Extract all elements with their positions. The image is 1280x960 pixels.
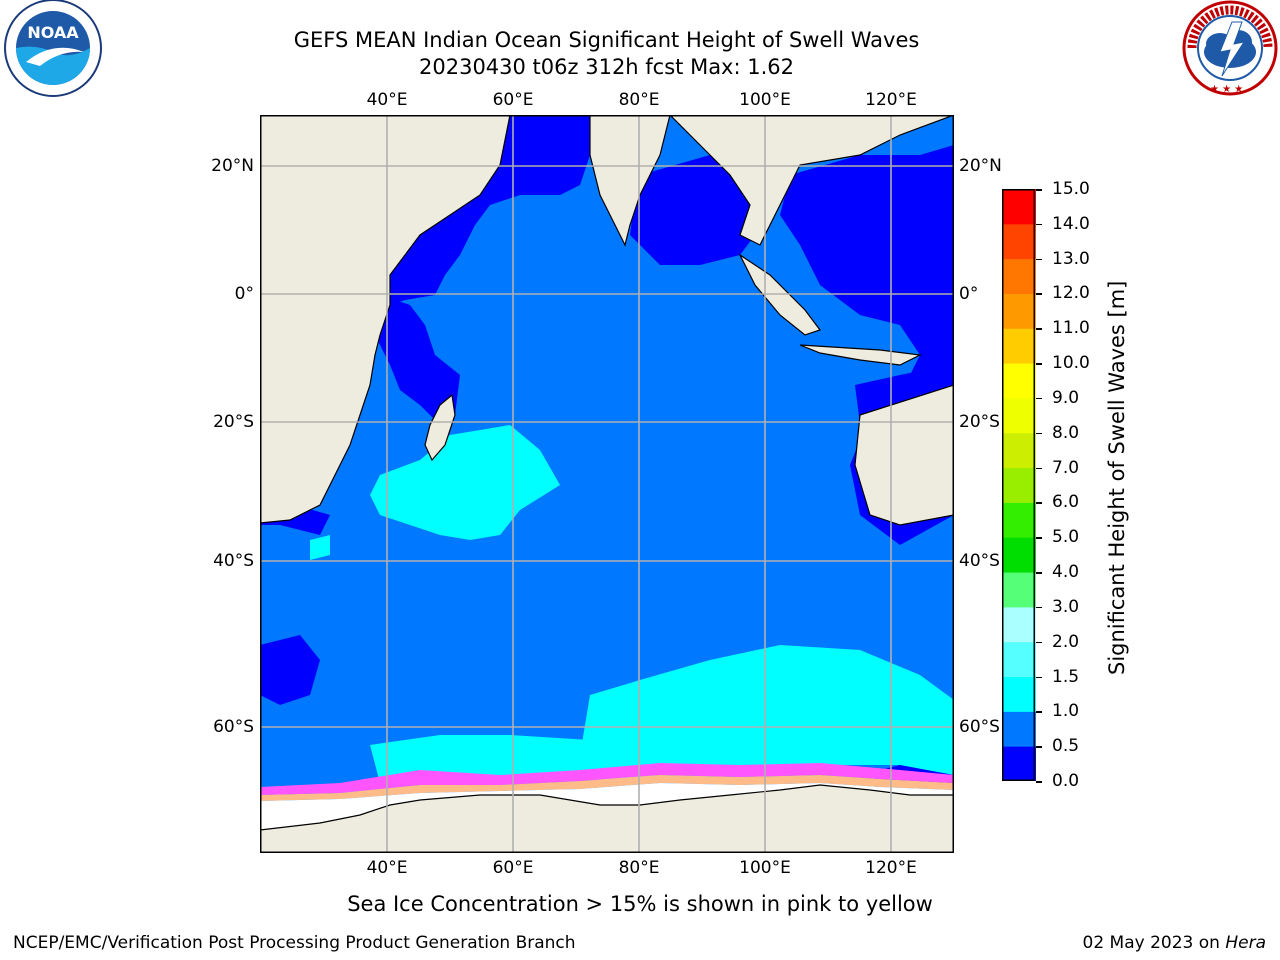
lat-tick-left: 20°N	[211, 156, 254, 176]
footer-date-text: 02 May 2023 on	[1082, 933, 1220, 953]
colorbar-band	[1002, 746, 1036, 781]
svg-text:★ ★ ★: ★ ★ ★	[1210, 84, 1243, 95]
colorbar-band	[1002, 467, 1036, 503]
colorbar-tick-label: 0.0	[1052, 771, 1080, 791]
colorbar-tick-label: 1.5	[1052, 666, 1080, 687]
colorbar-tick-mark	[1036, 781, 1042, 783]
colorbar-band	[1002, 537, 1036, 573]
colorbar-tick-label: 2.0	[1052, 631, 1080, 652]
colorbar-tick-label: 4.0	[1052, 562, 1080, 583]
colorbar-tick-mark	[1036, 223, 1042, 226]
swell-height-map	[260, 115, 954, 853]
lon-tick-top: 40°E	[366, 90, 408, 110]
colorbar-tick-mark	[1036, 293, 1042, 295]
colorbar-band	[1002, 293, 1036, 329]
lon-tick-top: 60°E	[492, 90, 534, 110]
lon-tick-top: 80°E	[618, 90, 660, 110]
colorbar	[1002, 189, 1036, 781]
lon-tick-bottom: 80°E	[618, 858, 660, 878]
colorbar-label: Significant Height of Swell Waves [m]	[1105, 280, 1129, 675]
footer-machine: Hera	[1225, 933, 1266, 953]
colorbar-tick-mark	[1036, 537, 1042, 539]
colorbar-tick-mark	[1036, 363, 1042, 365]
colorbar-tick-label: 14.0	[1052, 213, 1090, 234]
colorbar-tick-label: 0.5	[1052, 736, 1080, 757]
colorbar-band	[1002, 676, 1036, 712]
lon-tick-bottom: 120°E	[865, 858, 917, 878]
noaa-logo: NOAA	[4, 0, 102, 97]
colorbar-tick-label: 12.0	[1052, 283, 1090, 304]
colorbar-tick-label: 5.0	[1052, 527, 1080, 548]
colorbar-tick-mark	[1036, 641, 1042, 644]
colorbar-tick-label: 7.0	[1052, 457, 1080, 478]
lat-tick-right: 60°S	[959, 717, 1000, 737]
colorbar-tick-label: 8.0	[1052, 422, 1080, 443]
land-masses	[260, 115, 954, 853]
lat-tick-right: 20°N	[959, 156, 1002, 176]
colorbar-tick-mark	[1036, 606, 1042, 609]
colorbar-tick-mark	[1036, 711, 1042, 713]
colorbar-band	[1002, 572, 1036, 608]
colorbar-tick-mark	[1036, 467, 1042, 470]
colorbar-tick-mark	[1036, 502, 1042, 504]
colorbar-tick-mark	[1036, 572, 1042, 574]
colorbar-band	[1002, 258, 1036, 294]
colorbar-band	[1002, 223, 1036, 260]
colorbar-tick-mark	[1036, 328, 1042, 330]
footer-branch: NCEP/EMC/Verification Post Processing Pr…	[13, 933, 576, 953]
colorbar-band	[1002, 606, 1036, 643]
colorbar-tick-label: 10.0	[1052, 353, 1090, 374]
colorbar-band	[1002, 328, 1036, 364]
lon-tick-bottom: 40°E	[366, 858, 408, 878]
colorbar-tick-label: 15.0	[1052, 179, 1090, 199]
colorbar-tick-mark	[1036, 258, 1042, 261]
map-gridlines	[260, 115, 954, 853]
lat-tick-left: 20°S	[213, 412, 254, 432]
colorbar-tick-label: 6.0	[1052, 492, 1080, 513]
colorbar-band	[1002, 502, 1036, 538]
colorbar-tick-mark	[1036, 432, 1042, 435]
lat-tick-right: 40°S	[959, 551, 1000, 571]
colorbar-band	[1002, 397, 1036, 434]
chart-subtitle: 20230430 t06z 312h fcst Max: 1.62	[419, 55, 794, 79]
map-frame	[260, 115, 954, 853]
colorbar-band	[1002, 432, 1036, 469]
colorbar-tick-mark	[1036, 746, 1042, 748]
nws-logo: ★ ★ ★	[1182, 0, 1278, 96]
noaa-logo-text: NOAA	[27, 23, 79, 42]
colorbar-tick-label: 11.0	[1052, 318, 1090, 339]
colorbar-tick-label: 3.0	[1052, 596, 1080, 617]
colorbar-band	[1002, 363, 1036, 399]
lat-tick-right: 20°S	[959, 412, 1000, 432]
lat-tick-left: 0°	[234, 284, 254, 304]
colorbar-band	[1002, 189, 1036, 225]
colorbar-tick-label: 9.0	[1052, 387, 1080, 408]
lon-tick-top: 100°E	[739, 90, 791, 110]
lat-tick-right: 0°	[959, 284, 979, 304]
colorbar-band	[1002, 641, 1036, 678]
lon-tick-bottom: 100°E	[739, 858, 791, 878]
sea-ice-caption: Sea Ice Concentration > 15% is shown in …	[347, 892, 933, 916]
colorbar-band	[1002, 711, 1036, 747]
chart-title: GEFS MEAN Indian Ocean Significant Heigh…	[293, 28, 920, 52]
footer-date: 02 May 2023 on Hera	[1083, 933, 1267, 953]
lon-tick-bottom: 60°E	[492, 858, 534, 878]
colorbar-tick-mark	[1036, 189, 1042, 191]
lon-tick-top: 120°E	[865, 90, 917, 110]
colorbar-tick-label: 13.0	[1052, 248, 1090, 269]
sea-ice-band	[260, 763, 954, 801]
lat-tick-left: 40°S	[213, 551, 254, 571]
lat-tick-left: 60°S	[213, 717, 254, 737]
colorbar-tick-label: 1.0	[1052, 701, 1080, 722]
high-swell-regions	[310, 425, 954, 785]
colorbar-tick-mark	[1036, 397, 1042, 400]
colorbar-tick-mark	[1036, 676, 1042, 679]
